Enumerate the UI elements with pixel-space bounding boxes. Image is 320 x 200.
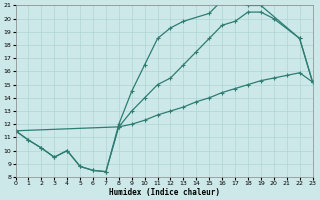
X-axis label: Humidex (Indice chaleur): Humidex (Indice chaleur)	[108, 188, 220, 197]
